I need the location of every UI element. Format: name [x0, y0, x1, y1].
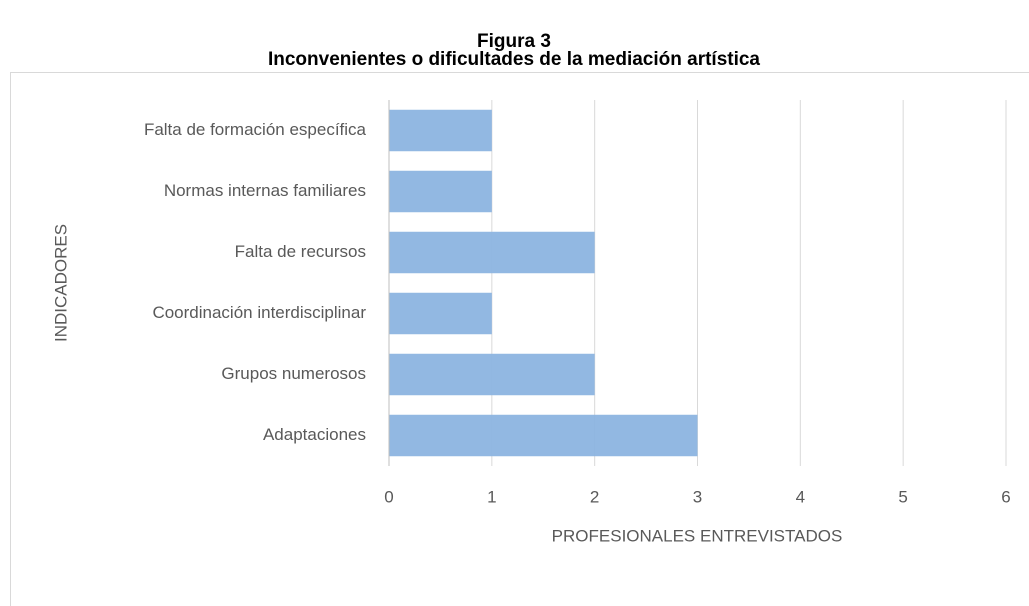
x-tick-label: 6 [1001, 487, 1010, 506]
y-tick-label: Falta de recursos [235, 242, 366, 261]
x-tick-label: 1 [487, 487, 496, 506]
y-tick-label: Normas internas familiares [164, 181, 366, 200]
y-tick-label: Falta de formación específica [144, 120, 367, 139]
bar [389, 109, 492, 152]
bar [389, 231, 595, 274]
y-tick-label: Coordinación interdisciplinar [152, 303, 366, 322]
bar [389, 414, 698, 457]
bar [389, 353, 595, 396]
x-tick-label: 5 [898, 487, 907, 506]
x-tick-label: 2 [590, 487, 599, 506]
bar [389, 170, 492, 213]
chart-title: Figura 3 [477, 31, 551, 52]
x-axis-label: PROFESIONALES ENTREVISTADOS [552, 526, 843, 545]
chart-subtitle: Inconvenientes o dificultades de la medi… [268, 49, 760, 70]
x-tick-label: 4 [796, 487, 805, 506]
y-tick-label: Grupos numerosos [221, 364, 366, 383]
x-tick-label: 3 [693, 487, 702, 506]
x-tick-label: 0 [384, 487, 393, 506]
y-axis-label: INDICADORES [51, 224, 70, 342]
y-tick-label: Adaptaciones [263, 425, 366, 444]
bar [389, 292, 492, 335]
